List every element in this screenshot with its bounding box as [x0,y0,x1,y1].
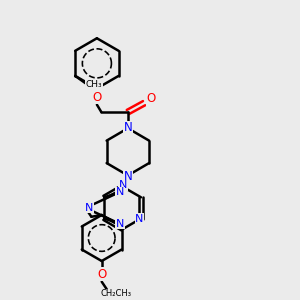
Text: O: O [92,91,101,104]
Text: CH₃: CH₃ [85,80,102,89]
Text: N: N [135,214,144,224]
Text: O: O [146,92,155,105]
Text: CH₂CH₃: CH₂CH₃ [100,289,131,298]
Text: O: O [97,268,106,281]
Text: N: N [119,180,127,190]
Text: N: N [85,203,93,213]
Text: N: N [124,121,133,134]
Text: N: N [124,170,132,183]
Text: N: N [116,187,124,197]
Text: N: N [116,219,124,229]
